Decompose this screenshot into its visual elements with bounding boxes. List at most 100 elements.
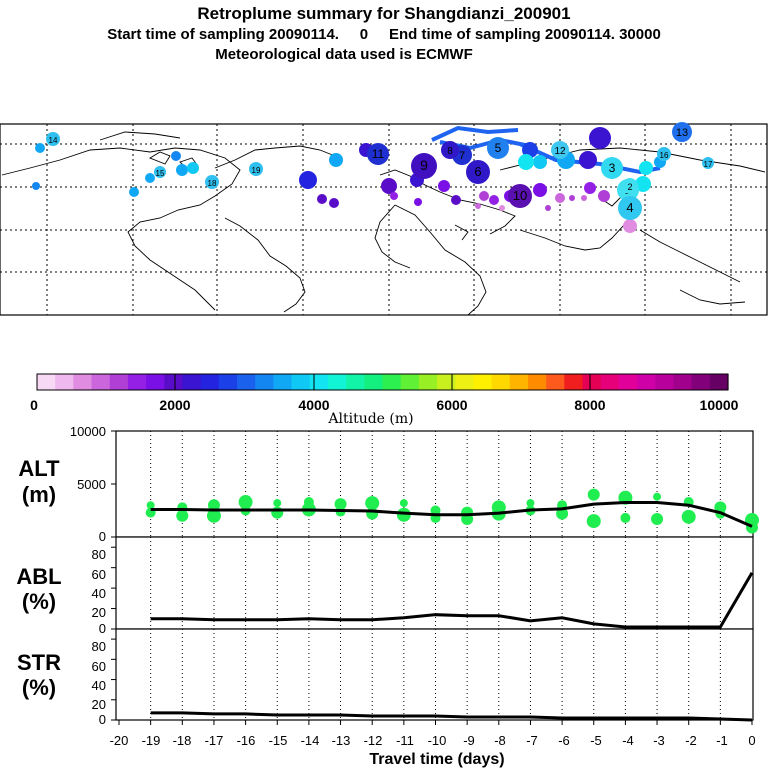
- plume-particle: [329, 153, 343, 167]
- colorbar-cell: [655, 374, 675, 390]
- cluster-label: 5: [495, 141, 502, 155]
- colorbar-cell: [473, 374, 493, 390]
- chart-title: Retroplume summary for Shangdianzi_20090…: [197, 4, 571, 23]
- x-axis-title: Travel time (days): [369, 751, 504, 768]
- colorbar-cell: [327, 374, 347, 390]
- alt-ytick: 0: [99, 529, 106, 544]
- colorbar-cell: [364, 374, 384, 390]
- colorbar-cell: [273, 374, 293, 390]
- x-tick-label: -15: [269, 733, 288, 748]
- cluster-marker: [487, 137, 509, 159]
- cluster-label: 9: [420, 157, 428, 173]
- plume-particle: [489, 195, 499, 205]
- met-data-line: Meteorological data used is ECMWF: [215, 46, 473, 63]
- alt-axis-label: ALT: [18, 456, 60, 481]
- colorbar-cell: [37, 374, 56, 390]
- colorbar-cell: [237, 374, 256, 390]
- cluster-marker: [205, 175, 219, 189]
- colorbar-cell: [109, 374, 129, 390]
- plume-particle: [145, 173, 155, 183]
- cluster-label: 17: [704, 160, 713, 169]
- cluster-marker: [466, 160, 490, 184]
- abl-ytick: 20: [92, 605, 106, 620]
- x-tick-label: -14: [301, 733, 320, 748]
- plume-particle: [581, 195, 587, 201]
- x-tick-label: -13: [332, 733, 351, 748]
- abl-ytick: 80: [92, 547, 106, 562]
- x-tick-label: -8: [494, 733, 506, 748]
- altitude-point: [587, 488, 600, 501]
- cluster-label: 4: [626, 200, 633, 215]
- altitude-point: [620, 512, 631, 523]
- colorbar-cell: [400, 374, 420, 390]
- cluster-label: 11: [372, 147, 385, 161]
- str-ytick: 60: [92, 659, 106, 674]
- plume-particle: [451, 195, 461, 205]
- altitude-point: [586, 514, 601, 529]
- altitude-point: [334, 498, 347, 511]
- colorbar-cell: [91, 374, 111, 390]
- colorbar-cell: [291, 374, 311, 390]
- x-tick-label: -1: [716, 733, 728, 748]
- cluster-label: 6: [474, 164, 481, 179]
- cluster-label: 3: [609, 161, 616, 175]
- x-tick-label: -7: [526, 733, 538, 748]
- cluster-label: 10: [513, 188, 527, 203]
- colorbar-cell: [164, 374, 184, 390]
- colorbar-cell: [218, 374, 238, 390]
- abl-axis-label: ABL: [16, 564, 61, 589]
- cluster-label: 19: [252, 166, 261, 175]
- colorbar-cell: [673, 374, 693, 390]
- plume-particle: [584, 182, 596, 194]
- plume-particle: [623, 219, 637, 233]
- cluster-marker: [622, 178, 638, 194]
- cluster-label: 12: [554, 146, 566, 157]
- colorbar-label: Altitude (m): [327, 411, 413, 427]
- str-frame: [115, 628, 754, 721]
- colorbar-cells: [37, 374, 729, 390]
- altitude-point: [681, 509, 696, 524]
- colorbar-cell: [182, 374, 202, 390]
- plume-particle: [635, 176, 651, 192]
- alt-axis-unit: (m): [22, 482, 56, 507]
- colorbar-cell: [146, 374, 165, 390]
- plume-particle: [171, 151, 181, 161]
- plume-particle: [499, 205, 505, 211]
- str-axis-unit: (%): [22, 675, 56, 700]
- colorbar-tick: 0: [30, 397, 38, 413]
- x-tick-label: -5: [590, 733, 602, 748]
- altitude-point: [365, 496, 380, 511]
- plume-particle: [187, 162, 199, 174]
- colorbar-cell: [691, 374, 711, 390]
- alt-ytick: 5000: [77, 477, 106, 492]
- altitude-point: [271, 506, 284, 519]
- cluster-label: 18: [208, 179, 217, 188]
- colorbar-tick: 10000: [700, 397, 739, 413]
- colorbar-cell: [709, 374, 729, 390]
- colorbar-cell: [437, 374, 456, 390]
- cluster-marker: [411, 153, 437, 179]
- cluster-marker: [249, 162, 263, 176]
- colorbar-cell: [546, 374, 565, 390]
- cluster-marker: [508, 184, 532, 208]
- altitude-point: [651, 512, 664, 525]
- cluster-marker: [702, 157, 714, 169]
- altitude-point: [273, 499, 282, 508]
- plume-particle: [479, 191, 489, 201]
- colorbar-cell: [346, 374, 365, 390]
- cluster-label: 7: [459, 150, 465, 162]
- cluster-label: 16: [660, 151, 669, 160]
- cluster-marker: [154, 166, 166, 178]
- str-ytick: 20: [92, 697, 106, 712]
- cluster-marker: [657, 147, 671, 161]
- plume-particle: [569, 195, 575, 201]
- alt-ytick: 10000: [70, 424, 106, 439]
- altitude-point: [653, 492, 662, 501]
- plume-particle: [329, 198, 339, 208]
- colorbar-cell: [564, 374, 584, 390]
- abl-ytick: 40: [92, 586, 106, 601]
- colorbar-cell: [582, 374, 602, 390]
- colorbar: 0 2000 4000 6000 8000 10000 Altitude (m): [30, 373, 739, 427]
- x-tick-label: -9: [463, 733, 475, 748]
